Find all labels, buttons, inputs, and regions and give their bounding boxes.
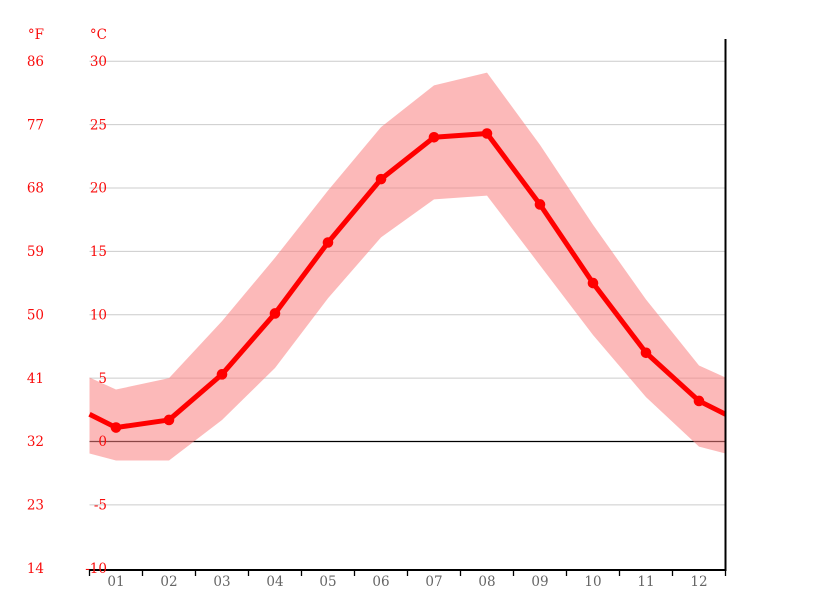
fahrenheit-tick-label-77: 77 xyxy=(27,117,44,133)
month-label-08: 08 xyxy=(478,574,495,590)
temperature-range-band xyxy=(89,72,726,461)
fahrenheit-tick-label-68: 68 xyxy=(27,181,44,197)
fahrenheit-tick-label-86: 86 xyxy=(27,54,44,70)
month-label-06: 06 xyxy=(372,574,389,590)
fahrenheit-tick-label-59: 59 xyxy=(27,244,44,260)
month-label-02: 02 xyxy=(160,574,177,590)
month-label-11: 11 xyxy=(637,574,654,590)
celsius-tick-label-10: 10 xyxy=(90,307,107,323)
celsius-unit-label: °C xyxy=(90,27,107,43)
celsius-tick-label-15: 15 xyxy=(90,244,107,260)
month-label-05: 05 xyxy=(319,574,336,590)
fahrenheit-tick-label-14: 14 xyxy=(27,561,44,577)
month-label-12: 12 xyxy=(690,574,707,590)
celsius-tick-label-0: 0 xyxy=(98,434,107,450)
celsius-tick-label-5: 5 xyxy=(98,371,107,387)
celsius-tick-label-30: 30 xyxy=(90,54,107,70)
celsius-tick-label-25: 25 xyxy=(90,117,107,133)
data-point-12 xyxy=(693,395,705,407)
fahrenheit-tick-label-50: 50 xyxy=(27,307,44,323)
fahrenheit-tick-label-32: 32 xyxy=(27,434,44,450)
mean-temperature-line xyxy=(88,130,727,431)
fahrenheit-tick-label-41: 41 xyxy=(27,371,44,387)
month-label-04: 04 xyxy=(266,574,283,590)
data-point-05 xyxy=(322,237,334,248)
data-point-10 xyxy=(587,277,599,289)
month-label-07: 07 xyxy=(425,574,442,590)
data-point-11 xyxy=(640,347,652,359)
month-label-01: 01 xyxy=(107,574,124,590)
month-label-10: 10 xyxy=(584,574,601,590)
celsius-tick-label-20: 20 xyxy=(90,181,107,197)
data-point-06 xyxy=(375,173,387,185)
fahrenheit-unit-label: °F xyxy=(28,27,44,43)
data-point-08 xyxy=(481,128,493,139)
data-point-01 xyxy=(110,422,122,433)
data-point-03 xyxy=(216,369,228,380)
data-point-02 xyxy=(163,414,175,426)
data-point-07 xyxy=(428,132,440,143)
celsius-tick-label--10: -10 xyxy=(85,561,107,577)
month-label-09: 09 xyxy=(531,574,548,590)
data-point-04 xyxy=(269,308,281,319)
fahrenheit-tick-label-23: 23 xyxy=(27,498,44,514)
celsius-tick-label--5: -5 xyxy=(94,498,107,514)
data-point-09 xyxy=(534,199,546,210)
month-label-03: 03 xyxy=(213,574,230,590)
